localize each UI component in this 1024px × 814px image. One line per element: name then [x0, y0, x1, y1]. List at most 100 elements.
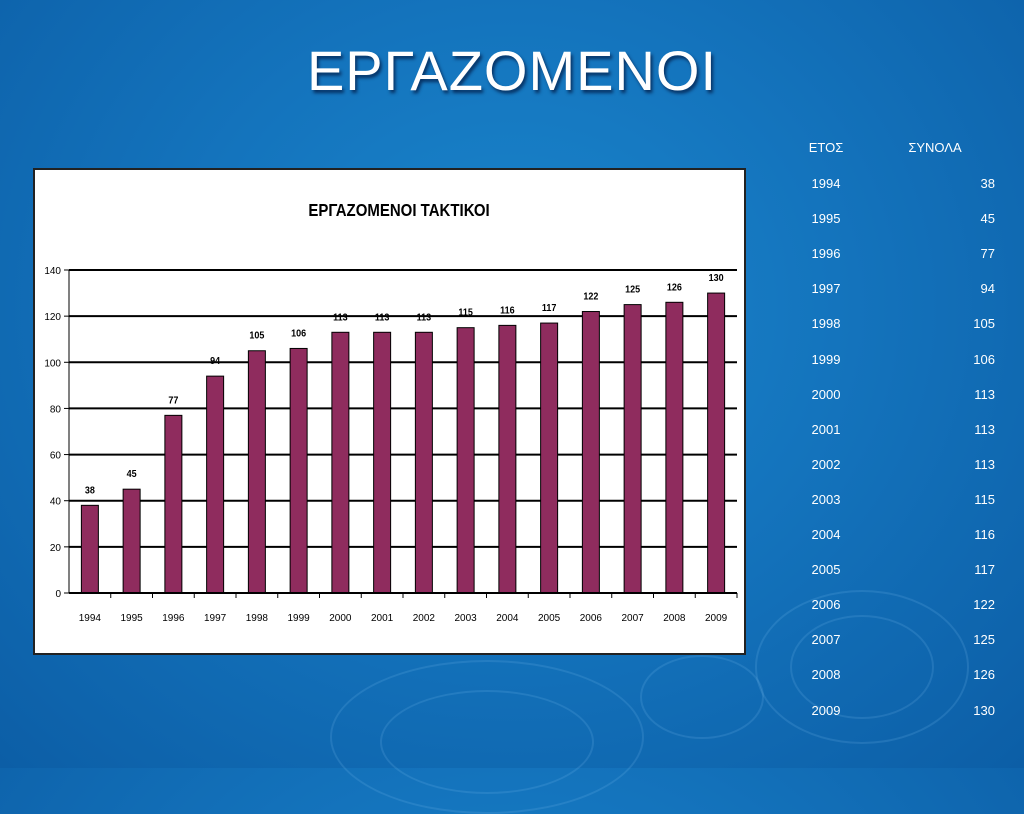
data-label: 45: [127, 469, 137, 481]
data-label: 125: [625, 284, 640, 296]
bar: [80, 504, 99, 594]
row-total: 38: [980, 176, 995, 191]
row-year: 2005: [811, 562, 841, 578]
row-year: 2008: [811, 667, 841, 683]
row-total: 117: [974, 562, 995, 578]
y-tick-label: 120: [44, 312, 61, 323]
row-year: 2003: [811, 491, 841, 507]
row-total: 45: [980, 211, 995, 227]
table-row: 2008 126: [790, 667, 1000, 687]
row-year: 2006: [811, 597, 841, 613]
row-year: 2009: [811, 702, 841, 718]
bar-chart: ΕΡΓΑΖΟΜΕΝΟΙ ΤΑΚΤΙΚΟΙ 0 20 40 60 80 100 120 140 38…: [33, 168, 746, 655]
y-tick-label: 40: [50, 497, 62, 508]
ripple-decoration: [330, 660, 644, 814]
row-total: 113: [974, 456, 995, 472]
slide-title: ΕΡΓΑΖΟΜΕΝΟΙ: [306, 39, 718, 102]
table-row: 2003 115: [790, 492, 1000, 512]
bar: [581, 311, 600, 594]
bar: [707, 292, 726, 594]
data-label: 116: [500, 305, 515, 317]
x-tick-label: 2004: [496, 613, 519, 624]
row-year: 1994: [811, 176, 841, 191]
ripple-decoration: [380, 690, 594, 794]
table-row: 2009 130: [790, 703, 1000, 723]
table-row: 2002 113: [790, 457, 1000, 477]
bar: [414, 331, 433, 594]
table-row: 1998 105: [790, 316, 1000, 336]
x-tick-label: 2008: [663, 613, 686, 624]
data-label: 126: [667, 282, 682, 294]
x-tick-label: 1999: [288, 613, 311, 624]
chart-title: ΕΡΓΑΖΟΜΕΝΟΙ ΤΑΚΤΙΚΟΙ: [308, 201, 489, 220]
table-row: 2000 113: [790, 387, 1000, 407]
x-tick-label: 1998: [246, 613, 269, 624]
x-tick-label: 1994: [79, 613, 102, 624]
table-row: 1995 45: [790, 211, 1000, 231]
table-header: ΕΤΟΣ ΣΥΝΟΛΑ: [790, 140, 1000, 160]
row-year: 2002: [811, 456, 841, 472]
bar: [540, 322, 559, 594]
x-tick-label: 2005: [538, 613, 561, 624]
table-row: 2005 117: [790, 562, 1000, 582]
data-label: 115: [458, 307, 473, 319]
x-tick-label: 2006: [580, 613, 603, 624]
x-tick-label: 2000: [329, 613, 352, 624]
table-row: 2004 116: [790, 527, 1000, 547]
bar: [456, 327, 475, 594]
row-total: 106: [973, 351, 995, 367]
row-year: 1995: [811, 211, 841, 227]
bar: [373, 331, 392, 594]
bar: [122, 488, 141, 594]
bar: [164, 414, 183, 594]
row-total: 77: [980, 246, 995, 262]
x-tick-label: 1997: [204, 613, 227, 624]
row-year: 2000: [811, 386, 841, 402]
y-tick-label: 20: [50, 543, 62, 554]
x-tick-label: 2003: [455, 613, 478, 624]
table-row: 2007 125: [790, 632, 1000, 652]
row-total: 122: [973, 597, 995, 613]
row-year: 2007: [811, 632, 841, 648]
row-total: 105: [973, 316, 995, 332]
table-row: 2001 113: [790, 422, 1000, 442]
data-label: 113: [417, 312, 432, 324]
row-total: 125: [973, 632, 995, 648]
bar: [623, 304, 642, 594]
bar: [247, 350, 266, 594]
table-row: 1994 38: [790, 176, 1000, 196]
x-tick-label: 1996: [162, 613, 185, 624]
x-tick-label: 2007: [622, 613, 645, 624]
y-tick-label: 100: [44, 358, 61, 369]
data-label: 77: [168, 395, 178, 407]
data-label: 94: [210, 356, 221, 368]
y-tick-label: 80: [50, 404, 62, 415]
table-row: 1997 94: [790, 281, 1000, 301]
y-tick-label: 60: [50, 451, 62, 462]
table-row: 1999 106: [790, 352, 1000, 372]
data-label: 130: [709, 273, 724, 285]
row-year: 1997: [811, 281, 841, 297]
row-total: 126: [973, 667, 995, 683]
table-row: 2006 122: [790, 597, 1000, 617]
ripple-decoration: [640, 655, 764, 739]
chart-canvas: ΕΡΓΑΖΟΜΕΝΟΙ ΤΑΚΤΙΚΟΙ 0 20 40 60 80 100 120 140 38…: [44, 201, 738, 624]
x-tick-label: 1995: [121, 613, 144, 624]
row-year: 2004: [811, 527, 841, 542]
bar: [665, 301, 684, 594]
row-total: 113: [974, 386, 995, 402]
row-year: 1998: [811, 316, 841, 332]
data-label: 106: [291, 328, 306, 340]
row-total: 94: [980, 281, 995, 297]
x-tick-label: 2002: [413, 613, 436, 624]
row-total: 115: [974, 491, 995, 507]
data-label: 117: [542, 303, 557, 315]
data-label: 38: [85, 485, 95, 497]
row-year: 2001: [811, 421, 841, 437]
x-tick-label: 2001: [371, 613, 394, 624]
header-total: ΣΥΝΟΛΑ: [908, 140, 962, 155]
row-year: 1996: [811, 246, 841, 262]
data-label: 105: [249, 330, 264, 342]
row-total: 113: [974, 421, 995, 437]
y-tick-label: 0: [55, 589, 61, 600]
